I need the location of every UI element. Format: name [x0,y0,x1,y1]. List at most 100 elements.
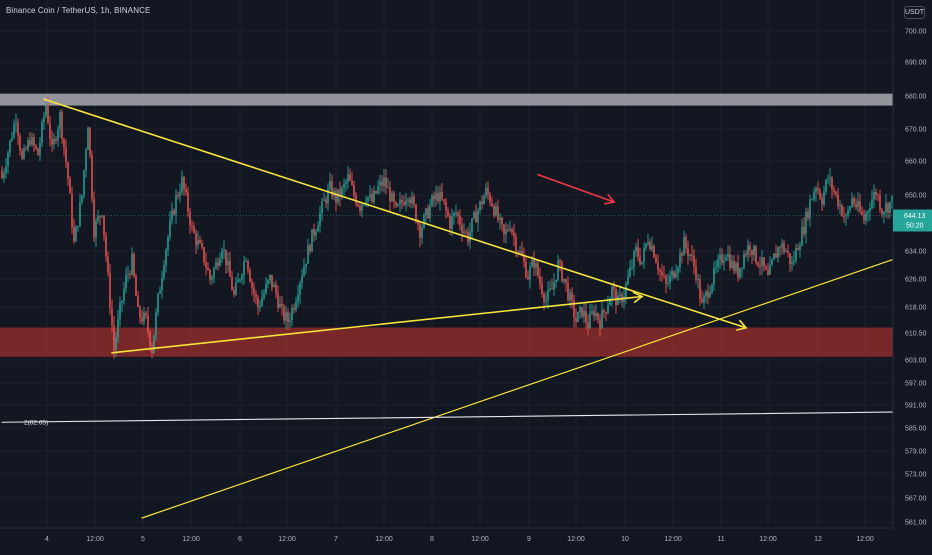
candle-body [305,263,307,267]
candle-body [139,306,141,318]
candle-body [409,199,411,204]
candle-body [797,247,799,251]
candle-body [127,274,129,276]
candle-body [775,253,777,258]
candle-body [531,260,533,268]
candle-body [309,245,311,252]
candle-body [667,282,669,284]
candle-body [883,212,885,215]
candle-body [193,226,195,233]
candle-body [279,303,281,308]
candle-body [783,243,785,252]
candle-body [559,260,561,263]
candle-body [273,284,275,288]
candle-body [527,277,529,280]
candle-body [865,213,867,221]
candle-body [319,212,321,226]
currency-button[interactable]: USDT [904,6,925,19]
candle-body [807,211,809,219]
candle-body [185,189,187,193]
candle-body [415,204,417,222]
candle-body [57,129,59,141]
candle-body [337,189,339,203]
candle-body [507,229,509,231]
candle-body [433,195,435,200]
candle-body [397,204,399,206]
candle-body [235,282,237,295]
candle-body [435,193,437,200]
candle-body [517,251,519,253]
price-tick-label: 597.00 [905,381,927,388]
price-tick-label: 634.00 [905,249,927,256]
candle-body [23,148,25,159]
candle-body [505,229,507,235]
candle-body [483,196,485,205]
candle-body [679,253,681,268]
time-tick-label: 6 [238,536,242,543]
candle-body [813,192,815,200]
price-tick-label: 610.50 [905,331,927,338]
candle-body [367,197,369,202]
candle-body [269,274,271,281]
candle-body [495,206,497,216]
candle-body [553,281,555,290]
candle-body [889,201,891,213]
candle-body [759,265,761,267]
candle-body [191,225,193,227]
candle-body [331,181,333,197]
candle-body [693,256,695,267]
candle-body [653,245,655,258]
candle-body [271,274,273,288]
candle-body [361,204,363,211]
candle-body [671,271,673,276]
candle-body [599,319,601,329]
candle-body [875,191,877,196]
candle-body [113,325,115,350]
candle-body [529,267,531,280]
candle-body [861,211,863,215]
candle-body [753,245,755,256]
candle-body [799,245,801,251]
candle-body [703,296,705,303]
candle-body [137,296,139,307]
candle-body [763,257,765,267]
candle-body [231,276,233,291]
candle-body [659,269,661,272]
ray-label: 2(82.65) [24,419,48,426]
price-tick-label: 660.00 [905,159,927,166]
candle-body [195,232,197,245]
candle-body [421,227,423,238]
candle-body [3,172,5,179]
candle-body [833,189,835,192]
candle-body [857,201,859,208]
candle-body [83,170,85,196]
candle-body [53,139,55,145]
candle-body [677,267,679,274]
candle-body [289,320,291,323]
candle-body [669,275,671,283]
candle-body [887,203,889,213]
candle-body [701,299,703,303]
countdown-value: 50:20 [906,223,924,230]
last-price-tag [893,209,932,232]
candle-body [681,253,683,256]
short-down-arrowhead [604,193,616,205]
candle-body [519,250,521,253]
candle-body [487,187,489,195]
candle-body [561,262,563,282]
candle-body [691,254,693,257]
drawings[interactable]: 2(82.65) [1,98,932,519]
ascending-arrowhead [632,291,644,304]
candle-body [463,231,465,233]
candle-body [59,112,61,130]
candle-body [293,307,295,310]
price-axis-bg [893,0,932,550]
time-tick-label: 8 [430,536,434,543]
candle-body [277,293,279,308]
candle-body [197,240,199,245]
price-tick-label: 680.00 [905,94,927,101]
candle-body [535,263,537,268]
candle-body [413,196,415,205]
